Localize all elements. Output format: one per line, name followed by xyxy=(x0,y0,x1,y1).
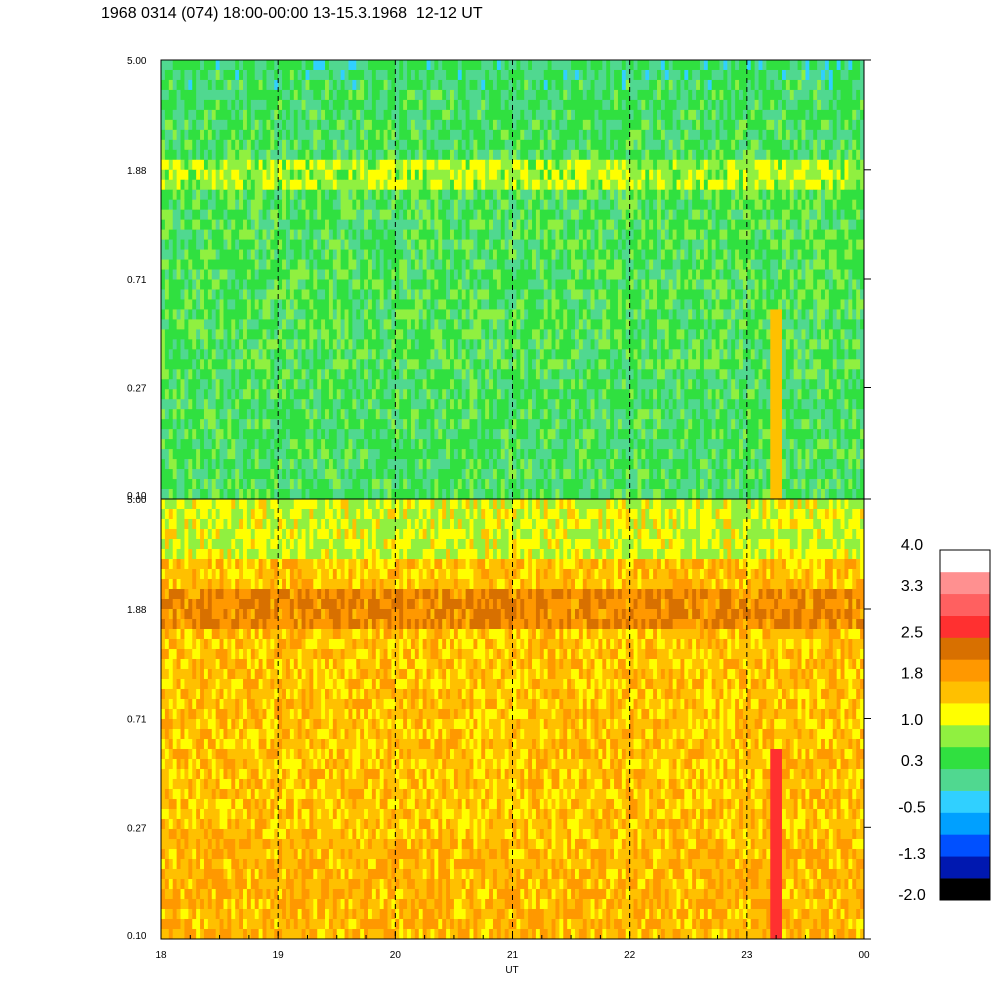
x-tick-label: 19 xyxy=(273,950,285,961)
x-tick-label: 00 xyxy=(858,950,870,961)
colorbar-tick-label: -2.0 xyxy=(898,887,926,904)
colorbar-segment xyxy=(940,550,990,573)
chart-title: 1968 0314 (074) 18:00-00:00 13-15.3.1968… xyxy=(101,5,483,22)
colorbar-tick-label: 3.3 xyxy=(901,578,923,595)
axes-overlay: 5.001.880.710.270.105.001.880.710.270.10… xyxy=(127,56,871,976)
panel-bottom xyxy=(161,499,864,939)
y-tick-label: 5.00 xyxy=(127,56,147,67)
colorbar-tick-label: 4.0 xyxy=(901,537,923,554)
colorbar-segment xyxy=(940,637,990,660)
colorbar-segment xyxy=(940,703,990,726)
colorbar-segment xyxy=(940,834,990,857)
colorbar-segment xyxy=(940,878,990,901)
y-tick-label: 1.88 xyxy=(127,605,147,616)
y-tick-label: 0.71 xyxy=(127,275,147,286)
x-tick-label: 21 xyxy=(507,950,519,961)
y-tick-label: 0.10 xyxy=(127,931,147,942)
x-tick-label: 18 xyxy=(155,950,167,961)
y-tick-label: 0.27 xyxy=(127,384,147,395)
colorbar-segment xyxy=(940,681,990,704)
y-tick-label: 0.71 xyxy=(127,715,147,726)
colorbar: 4.0 3.3 2.5 1.8 1.0 0.3 -0.5 -1.3 -2.0 xyxy=(898,537,991,904)
colorbar-tick-label: 2.5 xyxy=(901,625,923,642)
colorbar-tick-label: 1.8 xyxy=(901,665,923,682)
colorbar-tick-label: 0.3 xyxy=(901,753,923,770)
colorbar-tick-label: -0.5 xyxy=(898,800,926,817)
x-tick-label: 22 xyxy=(624,950,636,961)
colorbar-tick-label: -1.3 xyxy=(898,846,926,863)
colorbar-tick-label: 1.0 xyxy=(901,712,923,729)
x-axis-label: UT xyxy=(505,965,518,976)
colorbar-segment xyxy=(940,659,990,682)
colorbar-segment xyxy=(940,725,990,748)
colorbar-segment xyxy=(940,812,990,835)
y-tick-label: 0.27 xyxy=(127,823,147,834)
x-tick-label: 23 xyxy=(741,950,753,961)
colorbar-segment xyxy=(940,571,990,595)
y-tick-label: 5.00 xyxy=(127,495,147,506)
colorbar-segment xyxy=(940,856,990,879)
colorbar-segment xyxy=(940,593,990,616)
x-tick-label: 20 xyxy=(390,950,402,961)
y-tick-label: 1.88 xyxy=(127,166,147,177)
panel-top xyxy=(161,60,864,499)
y-tick-label: 0.10 xyxy=(127,491,147,502)
colorbar-segment xyxy=(940,768,990,791)
colorbar-segment xyxy=(940,790,990,813)
colorbar-segment xyxy=(940,746,990,770)
colorbar-segment xyxy=(940,615,990,638)
